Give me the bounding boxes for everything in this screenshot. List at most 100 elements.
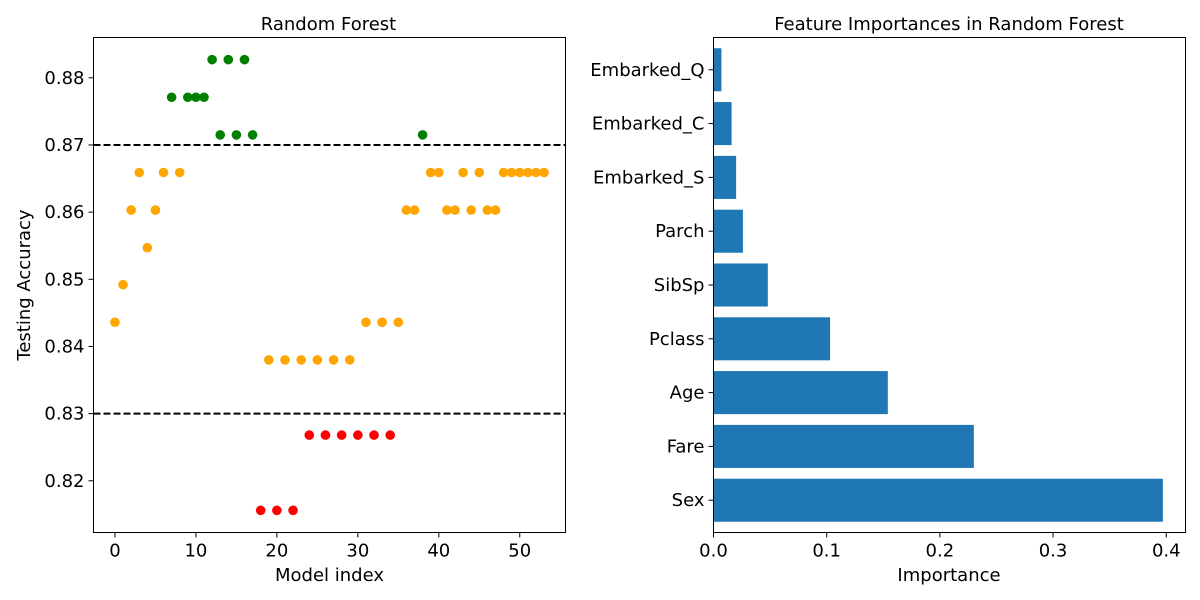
bar — [713, 263, 768, 307]
scatter-point — [231, 130, 242, 140]
scatter-point — [263, 355, 274, 365]
scatter-point — [393, 317, 404, 328]
scatter-point — [514, 167, 525, 178]
bar — [713, 155, 737, 199]
y-tick-label: 0.86 — [44, 202, 84, 223]
scatter-marks — [110, 54, 549, 516]
category-label: SibSp — [654, 275, 705, 296]
y-tick-label: 0.85 — [44, 269, 84, 290]
scatter-plot-frame — [93, 37, 566, 533]
scatter-point — [183, 92, 193, 103]
scatter-point — [442, 205, 452, 215]
x-tick-label: 30 — [346, 541, 369, 562]
x-tick-label: 0.2 — [926, 541, 955, 562]
scatter-point — [450, 205, 460, 215]
scatter-point — [118, 279, 128, 290]
x-tick-label: 0.4 — [1152, 541, 1181, 562]
y-tick-label: 0.88 — [44, 68, 84, 89]
scatter-point — [320, 430, 331, 440]
bar-x-ticks: 0.0 0.1 0.2 0.3 0.4 — [699, 532, 1181, 562]
scatter-point — [336, 430, 347, 440]
scatter-point — [425, 167, 436, 178]
category-label: Sex — [672, 490, 705, 511]
bar-y-ticks: Sex Fare Age Pclass SibSp Parch Embarked_S Emba… — [590, 60, 714, 511]
bar-x-axis-label: Importance — [897, 565, 1000, 586]
scatter-point — [174, 167, 185, 178]
category-label: Embarked_Q — [590, 60, 704, 81]
scatter-chart: Random Forest 0 10 20 30 40 50 0.82 0.83 0.84 0.… — [14, 14, 566, 586]
scatter-point — [247, 130, 258, 140]
scatter-point — [288, 505, 298, 516]
scatter-point — [482, 205, 493, 215]
scatter-point — [328, 355, 339, 365]
x-tick-label: 0.1 — [812, 541, 841, 562]
scatter-point — [272, 505, 282, 516]
y-tick-label: 0.82 — [44, 471, 84, 492]
scatter-point — [369, 430, 379, 440]
scatter-point — [361, 317, 371, 328]
y-tick-label: 0.83 — [44, 404, 84, 425]
scatter-point — [134, 167, 145, 178]
scatter-point — [199, 92, 209, 103]
scatter-point — [296, 355, 306, 365]
bar-chart: Feature Importances in Random Forest 0.0… — [590, 14, 1186, 586]
scatter-point — [409, 205, 420, 215]
bar — [713, 48, 722, 92]
scatter-point — [498, 167, 509, 178]
scatter-point — [150, 205, 161, 215]
bar — [713, 317, 831, 361]
category-label: Parch — [655, 221, 704, 242]
bar — [713, 478, 1163, 522]
scatter-point — [377, 317, 387, 328]
bar — [713, 209, 743, 253]
scatter-point — [142, 242, 153, 253]
scatter-point — [523, 167, 533, 178]
x-tick-label: 40 — [427, 541, 450, 562]
scatter-point — [458, 167, 468, 178]
scatter-point — [255, 505, 266, 516]
scatter-title: Random Forest — [261, 14, 396, 35]
x-tick-label: 20 — [265, 541, 288, 562]
y-tick-label: 0.84 — [44, 336, 84, 357]
scatter-point — [466, 205, 476, 215]
scatter-point — [110, 317, 120, 328]
scatter-point — [417, 130, 428, 140]
scatter-point — [304, 430, 315, 440]
scatter-point — [280, 355, 290, 365]
x-tick-label: 10 — [184, 541, 207, 562]
category-label: Fare — [667, 436, 705, 457]
scatter-y-axis-label: Testing Accuracy — [14, 209, 35, 362]
scatter-point — [239, 54, 250, 65]
x-tick-label: 50 — [508, 541, 531, 562]
scatter-point — [158, 167, 169, 178]
scatter-point — [215, 130, 226, 140]
category-label: Embarked_S — [593, 167, 704, 188]
x-tick-label: 0.0 — [699, 541, 728, 562]
scatter-point — [166, 92, 177, 103]
scatter-point — [490, 205, 501, 215]
scatter-point — [474, 167, 485, 178]
scatter-point — [539, 167, 549, 178]
threshold-lines — [93, 143, 566, 415]
y-tick-label: 0.87 — [44, 135, 84, 156]
bar — [713, 102, 732, 146]
scatter-x-axis-label: Model index — [275, 565, 384, 586]
scatter-point — [353, 430, 363, 440]
category-label: Pclass — [649, 329, 705, 350]
scatter-point — [191, 92, 201, 103]
scatter-point — [531, 167, 541, 178]
scatter-point — [344, 355, 355, 365]
scatter-point — [433, 167, 444, 178]
bar — [713, 371, 888, 415]
scatter-point — [401, 205, 412, 215]
scatter-point — [126, 205, 136, 215]
x-tick-label: 0 — [109, 541, 120, 562]
scatter-point — [207, 54, 217, 65]
scatter-x-ticks: 0 10 20 30 40 50 — [109, 532, 531, 562]
x-tick-label: 0.3 — [1039, 541, 1068, 562]
bar-marks — [713, 48, 1163, 522]
category-label: Embarked_C — [592, 114, 705, 135]
scatter-point — [223, 54, 234, 65]
scatter-point — [506, 167, 517, 178]
